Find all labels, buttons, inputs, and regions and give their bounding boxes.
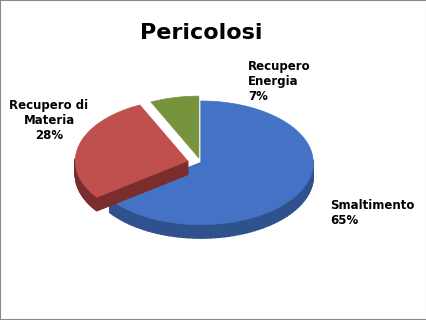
Polygon shape [87,189,88,203]
Polygon shape [311,170,312,186]
Polygon shape [169,222,173,236]
Polygon shape [307,180,308,196]
Polygon shape [196,225,201,238]
Polygon shape [210,224,215,238]
Polygon shape [215,224,219,238]
Polygon shape [187,224,192,238]
Polygon shape [118,205,122,220]
Polygon shape [233,221,237,236]
Polygon shape [201,225,206,238]
Polygon shape [280,204,283,220]
Polygon shape [86,188,87,202]
Polygon shape [156,220,160,234]
Polygon shape [242,219,246,234]
Polygon shape [206,224,210,238]
Polygon shape [254,216,258,230]
Polygon shape [93,195,94,209]
Polygon shape [160,220,165,235]
Polygon shape [228,222,233,236]
Polygon shape [136,213,140,228]
Polygon shape [309,175,310,191]
Text: Recupero
Energia
7%: Recupero Energia 7% [248,60,310,103]
Polygon shape [237,220,242,235]
Polygon shape [297,192,299,208]
Polygon shape [95,196,97,211]
Text: Smaltimento
65%: Smaltimento 65% [329,199,414,228]
Polygon shape [79,178,80,192]
Polygon shape [183,224,187,238]
Polygon shape [84,185,85,199]
Polygon shape [273,208,277,223]
Polygon shape [310,173,311,189]
Polygon shape [109,163,200,213]
Polygon shape [144,216,148,231]
Polygon shape [266,212,270,227]
Polygon shape [140,215,144,230]
Polygon shape [115,203,118,219]
Polygon shape [83,184,84,198]
Polygon shape [78,175,79,190]
Polygon shape [165,221,169,236]
Polygon shape [258,214,262,229]
Polygon shape [75,105,187,197]
Polygon shape [299,190,301,205]
Polygon shape [283,203,286,218]
Polygon shape [152,219,156,233]
Polygon shape [132,212,136,227]
Polygon shape [192,224,196,238]
Polygon shape [219,223,224,237]
Polygon shape [303,185,305,201]
Polygon shape [88,190,89,204]
Polygon shape [80,179,81,193]
Polygon shape [262,213,266,228]
Polygon shape [129,210,132,225]
Polygon shape [82,183,83,197]
Polygon shape [89,191,90,205]
Polygon shape [301,188,303,203]
Polygon shape [270,210,273,225]
Polygon shape [178,223,183,237]
Polygon shape [173,223,178,237]
Polygon shape [292,196,294,212]
Polygon shape [97,161,187,211]
Polygon shape [91,193,92,207]
Polygon shape [125,209,129,224]
Polygon shape [224,223,228,237]
Polygon shape [90,192,91,206]
Polygon shape [308,178,309,194]
Text: Recupero di
Materia
28%: Recupero di Materia 28% [9,99,141,154]
Polygon shape [250,217,254,232]
Polygon shape [109,101,313,225]
Polygon shape [286,201,289,216]
Polygon shape [112,201,115,217]
Polygon shape [122,207,125,222]
Polygon shape [85,186,86,200]
Polygon shape [277,206,280,222]
Polygon shape [94,196,95,210]
Polygon shape [151,96,199,158]
Polygon shape [246,218,250,233]
Polygon shape [92,194,93,208]
Title: Pericolosi: Pericolosi [139,23,262,43]
Polygon shape [148,217,152,232]
Polygon shape [305,183,307,199]
Polygon shape [289,198,292,214]
Polygon shape [81,181,82,195]
Polygon shape [109,199,112,215]
Polygon shape [294,194,297,210]
